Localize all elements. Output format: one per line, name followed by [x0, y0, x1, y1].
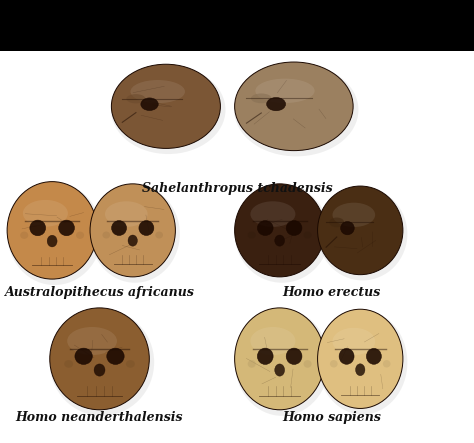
- Ellipse shape: [257, 348, 273, 365]
- Text: Homo erectus: Homo erectus: [283, 286, 381, 299]
- Ellipse shape: [286, 348, 302, 365]
- Ellipse shape: [356, 364, 365, 376]
- Ellipse shape: [235, 185, 329, 283]
- Ellipse shape: [318, 310, 407, 415]
- Text: EVOLUTION OF HUMAN: EVOLUTION OF HUMAN: [46, 7, 428, 33]
- Ellipse shape: [341, 222, 354, 235]
- Ellipse shape: [235, 184, 325, 277]
- Ellipse shape: [130, 80, 185, 103]
- Ellipse shape: [235, 308, 325, 410]
- Ellipse shape: [64, 360, 73, 368]
- Ellipse shape: [266, 97, 285, 111]
- Ellipse shape: [333, 328, 375, 355]
- Ellipse shape: [318, 186, 403, 275]
- Ellipse shape: [127, 94, 146, 103]
- Ellipse shape: [126, 360, 135, 368]
- Ellipse shape: [7, 183, 102, 285]
- Ellipse shape: [94, 364, 105, 376]
- Ellipse shape: [7, 182, 97, 279]
- Text: Sahelanthropus tchadensis: Sahelanthropus tchadensis: [142, 182, 332, 194]
- Ellipse shape: [286, 221, 302, 236]
- Text: Australopithecus africanus: Australopithecus africanus: [5, 286, 194, 299]
- Ellipse shape: [250, 201, 295, 227]
- Ellipse shape: [111, 66, 226, 154]
- Ellipse shape: [111, 221, 127, 236]
- Text: Homo sapiens: Homo sapiens: [283, 411, 381, 424]
- Ellipse shape: [155, 232, 163, 238]
- Ellipse shape: [20, 232, 28, 239]
- Ellipse shape: [107, 348, 124, 365]
- Ellipse shape: [329, 218, 344, 227]
- Ellipse shape: [235, 62, 353, 151]
- Ellipse shape: [90, 184, 175, 277]
- Ellipse shape: [234, 63, 358, 156]
- Ellipse shape: [383, 360, 391, 368]
- Ellipse shape: [76, 232, 84, 239]
- Ellipse shape: [30, 220, 46, 236]
- Ellipse shape: [275, 235, 284, 246]
- Ellipse shape: [257, 221, 273, 236]
- Ellipse shape: [333, 203, 375, 227]
- Ellipse shape: [275, 364, 284, 376]
- Ellipse shape: [366, 348, 382, 364]
- Ellipse shape: [318, 309, 403, 408]
- Ellipse shape: [251, 93, 272, 103]
- Ellipse shape: [50, 309, 154, 416]
- Text: Homo neanderthalensis: Homo neanderthalensis: [16, 411, 183, 424]
- Ellipse shape: [235, 309, 329, 416]
- Ellipse shape: [255, 78, 315, 103]
- Ellipse shape: [102, 232, 110, 238]
- Ellipse shape: [50, 308, 149, 410]
- Ellipse shape: [248, 360, 256, 368]
- Ellipse shape: [67, 327, 117, 355]
- Ellipse shape: [141, 98, 158, 110]
- Ellipse shape: [303, 360, 311, 368]
- Ellipse shape: [248, 232, 256, 238]
- Ellipse shape: [128, 235, 137, 246]
- Ellipse shape: [59, 220, 74, 236]
- Ellipse shape: [47, 235, 57, 247]
- Ellipse shape: [111, 64, 220, 148]
- Ellipse shape: [23, 200, 68, 227]
- Ellipse shape: [318, 187, 407, 280]
- Ellipse shape: [339, 348, 354, 364]
- Ellipse shape: [330, 360, 337, 368]
- Ellipse shape: [139, 221, 154, 236]
- Ellipse shape: [303, 232, 311, 238]
- Ellipse shape: [250, 327, 295, 355]
- Ellipse shape: [75, 348, 92, 365]
- Ellipse shape: [90, 185, 180, 283]
- Ellipse shape: [105, 201, 148, 227]
